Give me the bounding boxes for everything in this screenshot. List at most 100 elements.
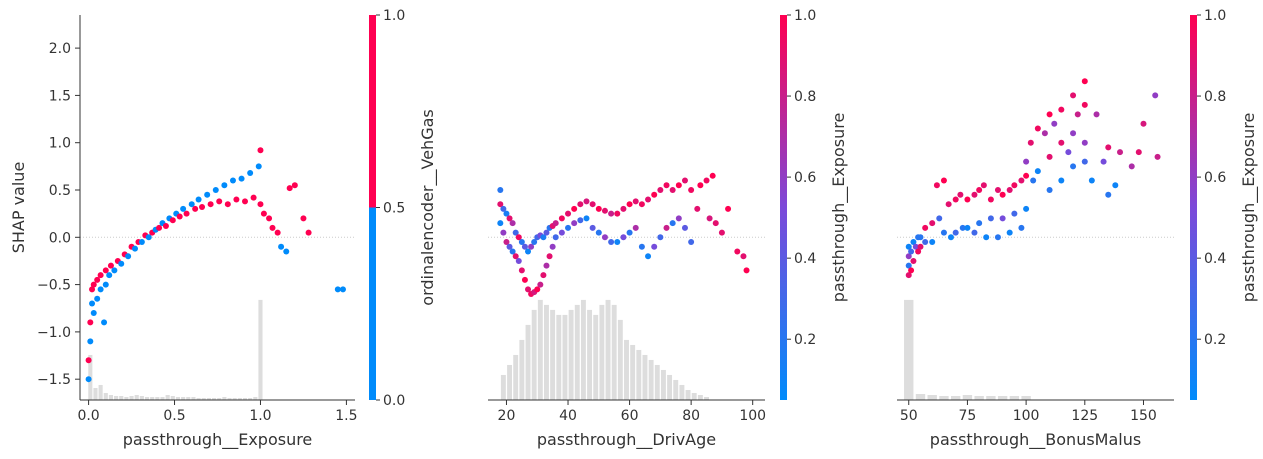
x-tick-label: 20 bbox=[498, 408, 516, 424]
data-point bbox=[595, 205, 602, 212]
data-point bbox=[905, 272, 912, 279]
data-point bbox=[910, 239, 917, 246]
data-point bbox=[1074, 111, 1081, 118]
data-point bbox=[632, 198, 639, 205]
data-point bbox=[933, 182, 940, 189]
data-point bbox=[905, 262, 912, 269]
data-point bbox=[583, 215, 590, 222]
scatter-points bbox=[905, 78, 1161, 279]
data-point bbox=[546, 253, 553, 260]
data-point bbox=[589, 224, 596, 231]
histogram-bar bbox=[685, 389, 691, 400]
data-point bbox=[102, 281, 109, 288]
data-point bbox=[734, 248, 741, 255]
data-point bbox=[199, 204, 206, 211]
data-point bbox=[278, 243, 285, 250]
colorbar-tick-label: 0.8 bbox=[1204, 89, 1226, 105]
data-point bbox=[952, 196, 959, 203]
y-tick-label: 1.5 bbox=[49, 88, 71, 104]
histogram-bar bbox=[927, 394, 937, 400]
x-tick-label: 125 bbox=[1071, 408, 1098, 424]
y-tick-label: −1.0 bbox=[37, 325, 71, 341]
data-point bbox=[651, 191, 658, 198]
data-point bbox=[987, 215, 994, 222]
data-point bbox=[525, 286, 532, 293]
data-point bbox=[558, 215, 565, 222]
data-point bbox=[706, 215, 713, 222]
data-point bbox=[663, 182, 670, 189]
data-point bbox=[1018, 224, 1025, 231]
histogram-bar bbox=[181, 396, 186, 400]
data-point bbox=[274, 229, 281, 236]
data-point bbox=[1034, 168, 1041, 175]
data-point bbox=[537, 281, 544, 288]
data-point bbox=[940, 229, 947, 236]
data-point bbox=[543, 229, 550, 236]
data-point bbox=[216, 198, 223, 205]
histogram-bar bbox=[114, 395, 119, 400]
data-point bbox=[1046, 187, 1053, 193]
data-point bbox=[300, 215, 307, 222]
histogram-bar bbox=[196, 397, 201, 400]
histogram-bar bbox=[574, 304, 580, 400]
data-point bbox=[238, 175, 245, 182]
histogram-bar bbox=[673, 379, 679, 400]
x-tick-label: 80 bbox=[682, 408, 700, 424]
histogram bbox=[904, 299, 1031, 400]
data-point bbox=[908, 267, 915, 274]
colorbar-tick-label: 0.2 bbox=[794, 332, 816, 348]
data-point bbox=[94, 295, 101, 302]
data-point bbox=[500, 205, 507, 212]
histogram-bar bbox=[217, 397, 222, 400]
histogram-bar bbox=[904, 299, 914, 400]
data-point bbox=[156, 224, 163, 231]
colorbar: 0.0 0.5 1.0 ordinalencoder__VehGas bbox=[369, 8, 438, 409]
histogram-bar bbox=[1009, 395, 1020, 400]
data-point bbox=[101, 319, 108, 326]
colorbar-tick-label: 1.0 bbox=[794, 8, 816, 24]
data-point bbox=[976, 220, 983, 227]
histogram-bar bbox=[237, 397, 242, 400]
data-point bbox=[106, 272, 113, 279]
histogram-bar bbox=[605, 299, 611, 400]
histogram-bar bbox=[248, 397, 253, 400]
data-point bbox=[518, 267, 525, 274]
data-point bbox=[657, 187, 664, 193]
histogram-bar bbox=[507, 364, 513, 400]
data-point bbox=[601, 207, 608, 214]
data-point bbox=[675, 215, 682, 222]
histogram-bar bbox=[562, 314, 568, 400]
histogram-bar bbox=[550, 309, 556, 400]
data-point bbox=[922, 224, 929, 231]
data-point bbox=[97, 272, 104, 279]
data-point bbox=[552, 234, 559, 241]
data-point bbox=[543, 262, 550, 269]
data-point bbox=[994, 187, 1001, 193]
data-point bbox=[1058, 106, 1065, 113]
data-point bbox=[669, 220, 676, 227]
data-point bbox=[1105, 144, 1112, 151]
colorbar-tick-label: 0.2 bbox=[1204, 332, 1226, 348]
data-point bbox=[212, 187, 219, 193]
histogram-bar bbox=[144, 396, 150, 400]
data-point bbox=[1093, 111, 1100, 118]
data-point bbox=[1058, 177, 1065, 184]
data-point bbox=[980, 182, 987, 189]
data-point bbox=[571, 220, 578, 227]
data-point bbox=[85, 376, 92, 383]
data-point bbox=[1081, 158, 1088, 165]
data-point bbox=[497, 187, 504, 193]
data-point bbox=[552, 220, 559, 227]
colorbar-tick-label: 0.6 bbox=[794, 170, 816, 186]
histogram-bar bbox=[124, 396, 129, 400]
data-point bbox=[681, 224, 688, 231]
colorbar-tick-label: 0.6 bbox=[1204, 170, 1226, 186]
data-point bbox=[1081, 139, 1088, 146]
data-point bbox=[688, 239, 695, 246]
data-point bbox=[987, 196, 994, 203]
data-point bbox=[85, 357, 92, 364]
data-point bbox=[1081, 78, 1088, 85]
data-point bbox=[506, 215, 513, 222]
histogram-bar bbox=[654, 364, 660, 400]
x-tick-label: 1.0 bbox=[249, 408, 271, 424]
